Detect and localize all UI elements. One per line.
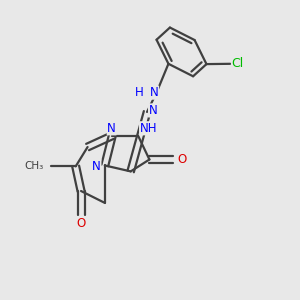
Text: N: N — [150, 86, 158, 99]
Text: N: N — [148, 104, 157, 117]
Text: CH₃: CH₃ — [25, 161, 44, 171]
Text: O: O — [177, 153, 186, 166]
Text: N: N — [107, 122, 116, 135]
Text: NH: NH — [140, 122, 157, 135]
Text: Cl: Cl — [232, 57, 244, 70]
Text: H: H — [135, 86, 144, 99]
Text: O: O — [76, 217, 86, 230]
Text: N: N — [92, 160, 101, 172]
